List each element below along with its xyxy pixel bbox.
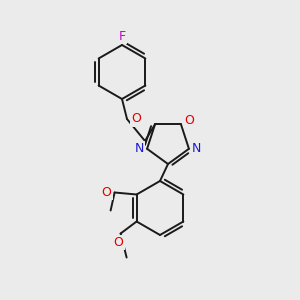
Text: O: O — [131, 112, 141, 125]
Text: O: O — [102, 186, 112, 199]
Text: O: O — [114, 236, 124, 249]
Text: F: F — [118, 29, 126, 43]
Text: N: N — [192, 142, 202, 155]
Text: N: N — [134, 142, 144, 155]
Text: O: O — [184, 114, 194, 127]
